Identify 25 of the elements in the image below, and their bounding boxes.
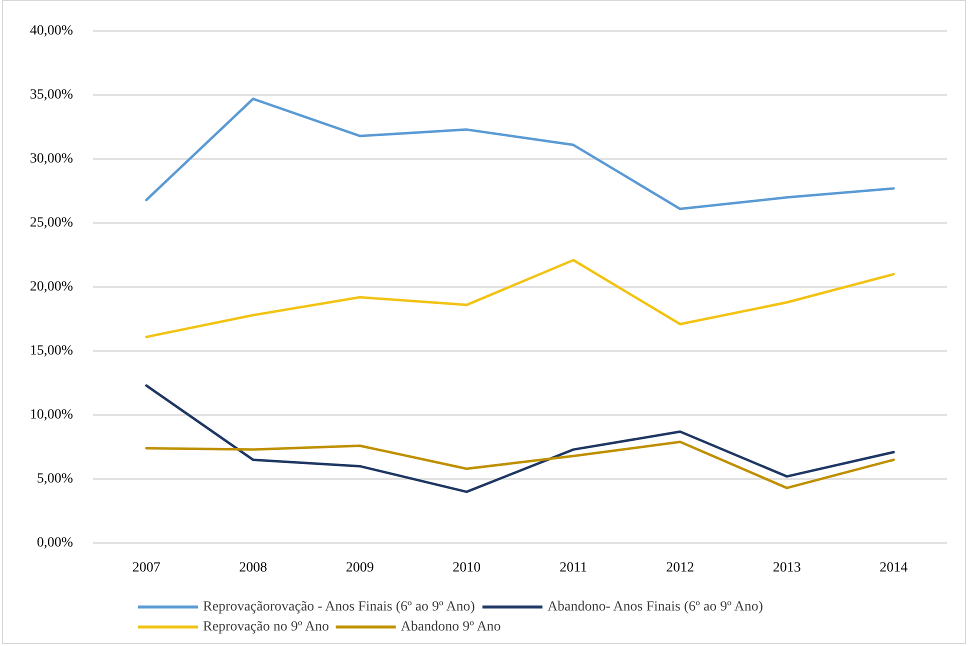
x-tick-label: 2011 <box>560 560 588 576</box>
legend-label: Reprovaçãorovação - Anos Finais (6º ao 9º Ano) <box>203 600 476 614</box>
y-tick-label: 5,00% <box>36 472 74 486</box>
line-series <box>145 98 895 210</box>
x-tick-label: 2009 <box>346 560 374 576</box>
y-tick-label: 20,00% <box>30 280 74 294</box>
x-tick-label: 2012 <box>666 560 694 576</box>
y-tick-label: 0,00% <box>36 536 74 550</box>
y-tick-label: 15,00% <box>30 344 74 358</box>
legend-label: Reprovação no 9º Ano <box>203 620 330 634</box>
x-tick-label: 2010 <box>452 560 481 576</box>
y-tick-label: 35,00% <box>30 88 74 102</box>
x-tick-label: 2013 <box>772 560 801 576</box>
x-tick-label: 2007 <box>132 560 160 576</box>
y-tick-label: 10,00% <box>30 408 74 422</box>
line-series <box>145 440 895 490</box>
legend-label: Abandono- Anos Finais (6º ao 9º Ano) <box>547 600 764 614</box>
line-series <box>145 258 895 338</box>
x-tick-label: 2008 <box>239 560 268 576</box>
x-tick-label: 2014 <box>880 560 908 576</box>
y-tick-label: 40,00% <box>30 24 74 38</box>
y-tick-label: 25,00% <box>30 216 74 230</box>
line-series <box>145 384 895 494</box>
y-tick-label: 30,00% <box>30 152 74 166</box>
legend-label: Abandono 9º Ano <box>400 620 501 634</box>
